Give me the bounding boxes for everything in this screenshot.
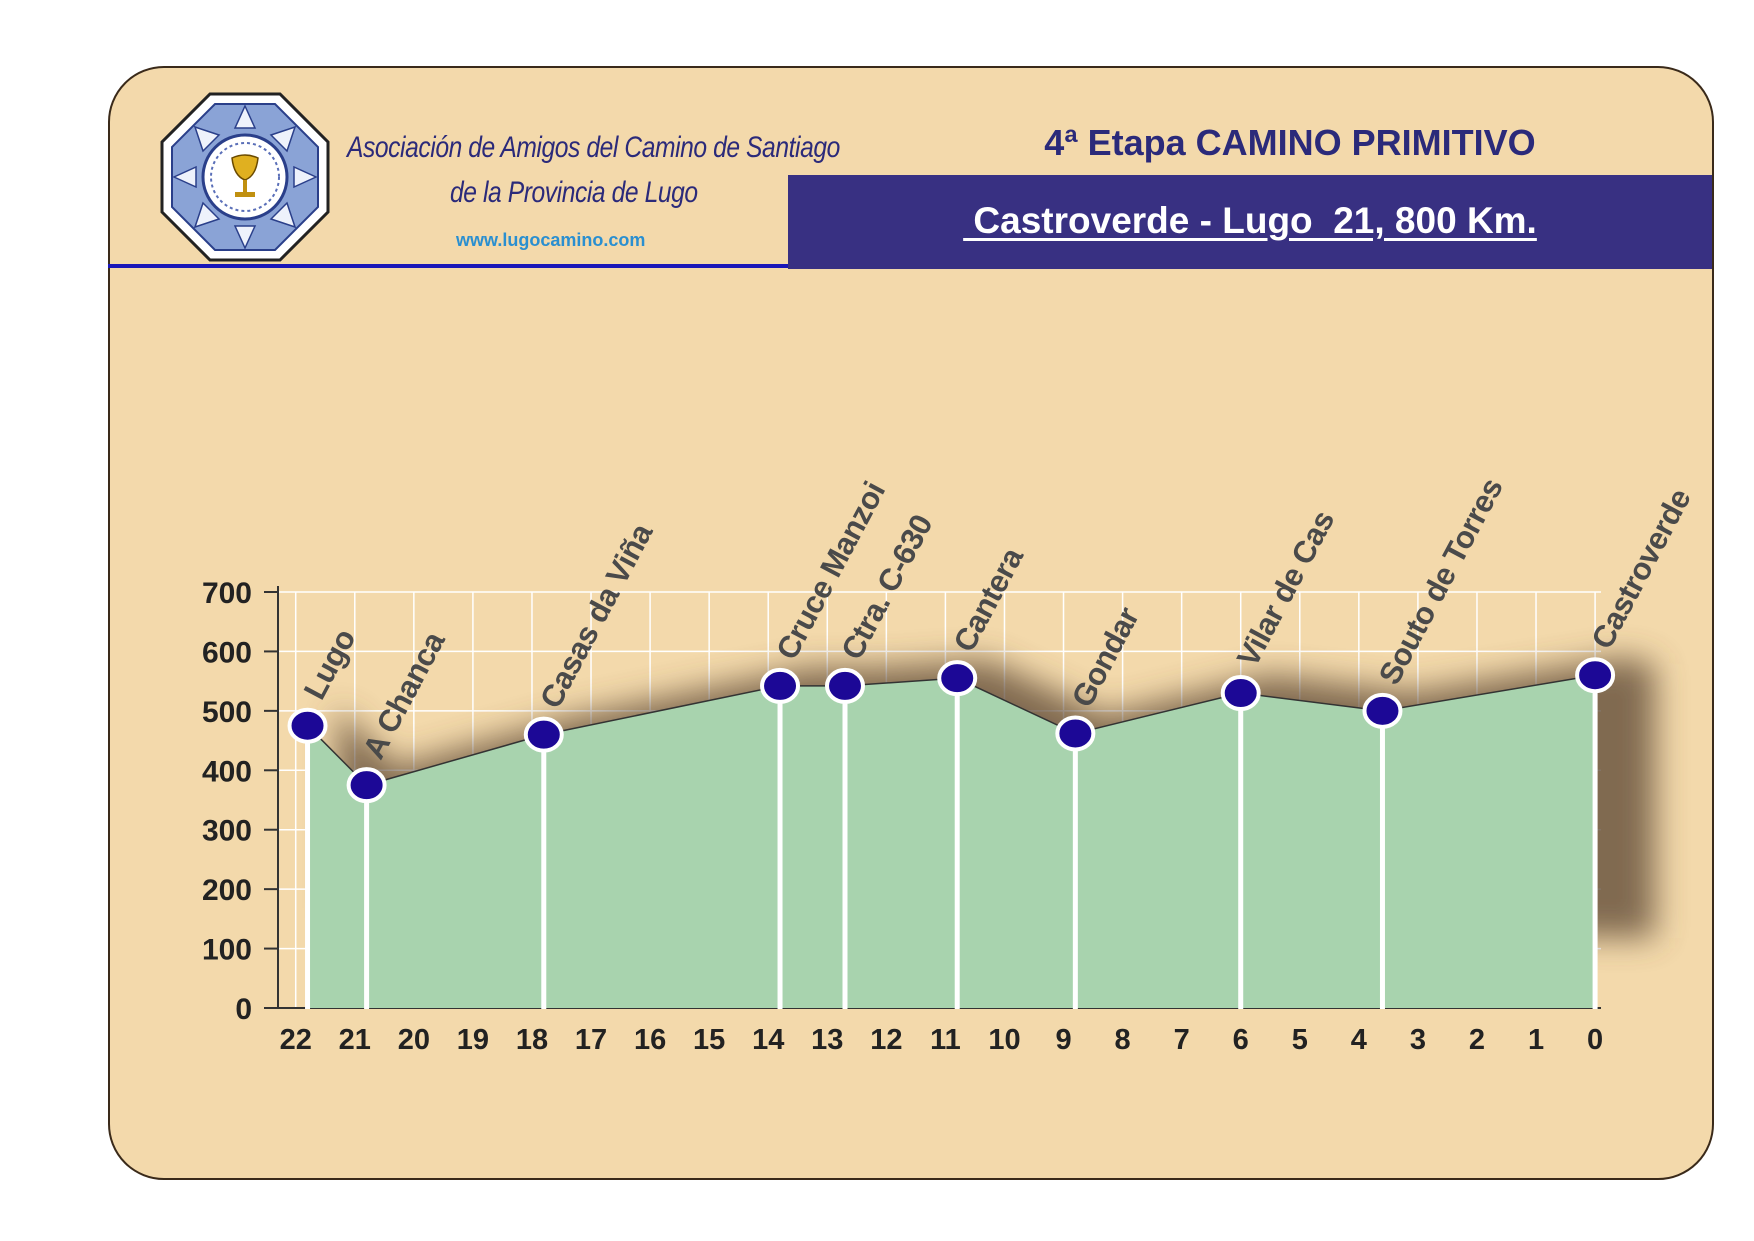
x-tick-label: 17 [575,1024,607,1056]
x-tick-label: 11 [930,1024,961,1056]
profile-area [307,675,1596,1008]
association-name-line2: de la Provincia de Lugo [450,176,698,209]
x-axis-ticks: 22 21 20 19 18 17 16 15 14 13 12 11 10 9 8 7 6 5 4 3 2 1 0 [280,1024,1604,1056]
waypoint-label: Castroverde [1584,483,1697,655]
y-tick-label: 400 [202,755,252,788]
x-tick-label: 13 [811,1024,843,1056]
x-tick-label: 18 [516,1024,548,1056]
waypoint-marker [1575,657,1616,694]
waypoint-label: A Chanca [356,625,452,764]
x-tick-label: 2 [1469,1024,1485,1056]
x-tick-label: 4 [1351,1024,1367,1056]
waypoint-label: Lugo [297,623,363,705]
association-seal-icon [160,92,330,262]
x-tick-label: 14 [752,1024,784,1056]
waypoint-marker [287,707,328,744]
y-tick-label: 200 [202,874,252,907]
waypoint-stems [305,675,1598,1009]
route-band [788,175,1712,269]
y-tick-label: 300 [202,815,252,848]
x-tick-label: 21 [339,1024,371,1056]
route-title: Castroverde - Lugo 21, 800 Km. [963,200,1537,241]
x-tick-label: 10 [988,1024,1020,1056]
x-tick-label: 5 [1292,1024,1308,1056]
x-tick-label: 20 [398,1024,430,1056]
waypoint-markers [287,657,1616,804]
waypoint-marker [760,667,801,704]
x-tick-label: 8 [1115,1024,1131,1056]
x-tick-label: 15 [693,1024,725,1056]
waypoint-label: Souto de Torres [1372,472,1510,690]
waypoint-marker [523,716,564,753]
x-tick-label: 19 [457,1024,489,1056]
x-tick-label: 9 [1055,1024,1071,1056]
waypoint-marker [825,667,865,704]
y-tick-label: 0 [235,993,252,1026]
y-tick-label: 500 [202,696,252,729]
x-tick-label: 22 [280,1024,312,1056]
y-axis-ticks: 0 100 200 300 400 500 600 700 [202,577,252,1026]
waypoint-marker [937,660,978,697]
x-tick-label: 3 [1410,1024,1426,1056]
x-tick-label: 12 [870,1024,902,1056]
waypoint-marker [346,767,387,804]
x-tick-label: 7 [1174,1024,1190,1056]
association-name-line1: Asociación de Amigos del Camino de Santi… [347,131,840,164]
x-tick-label: 1 [1528,1024,1544,1056]
y-tick-label: 100 [202,934,252,967]
website-link[interactable]: www.lugocamino.com [456,230,646,250]
waypoint-label: Cantera [946,541,1030,657]
profile-area-layer [306,674,1596,1008]
waypoint-label: Vilar de Cas [1230,505,1341,672]
x-tick-label: 0 [1587,1024,1603,1056]
y-tick-label: 700 [202,577,252,610]
x-tick-label: 16 [634,1024,666,1056]
waypoint-label: Casas da Viña [533,517,660,714]
waypoint-marker [1220,675,1261,712]
y-tick-label: 600 [202,636,252,669]
x-tick-label: 6 [1233,1024,1249,1056]
waypoint-label: Gondar [1065,601,1146,712]
waypoint-marker [1362,692,1403,729]
waypoint-marker [1055,715,1096,752]
profile-line [306,674,1596,786]
header-divider [108,264,1010,268]
stage-title: 4ª Etapa CAMINO PRIMITIVO [1044,122,1536,163]
